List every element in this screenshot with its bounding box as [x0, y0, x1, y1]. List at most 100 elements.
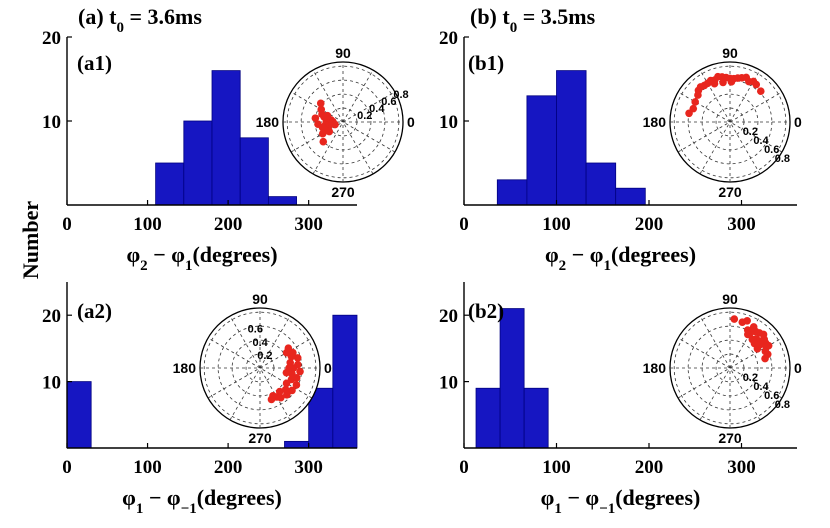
polar-point-a1-16 [311, 114, 320, 122]
polar-point-b1-19 [710, 79, 719, 88]
bar-a1-2 [211, 70, 241, 206]
polar-point-b1-24 [756, 87, 765, 96]
polar-angle-label-b1-1: 180 [643, 114, 667, 130]
polar-angle-label-b2-1: 180 [643, 360, 667, 376]
ytick-label-b2-1: 20 [439, 306, 458, 327]
polar-radial-label-b2-3: 0.8 [775, 399, 790, 411]
panel-label-b1: (b1) [468, 51, 504, 75]
x-axis-label-b2: φ1 − φ−1(degrees) [541, 485, 701, 517]
polar-spoke-a1-120 [312, 69, 374, 175]
x-axis-label-a2: φ1 − φ−1(degrees) [122, 485, 282, 517]
x-axis-label-b1: φ2 − φ1(degrees) [545, 242, 696, 274]
bar-a1-0 [155, 162, 185, 206]
column-title-a1: (a) t0 = 3.6ms [78, 4, 202, 36]
polar-spoke-a1-60 [312, 69, 374, 175]
polar-angle-label-b1-2: 270 [718, 184, 742, 200]
polar-point-a1-17 [316, 99, 325, 108]
polar-point-a2-11 [296, 367, 304, 376]
xtick-label-b2-1: 100 [542, 457, 571, 478]
polar-point-a2-16 [283, 391, 291, 399]
polar-inset-b2: 90 180 270 0 0.20.40.60.8 [643, 291, 802, 446]
bar-a2-3 [332, 314, 358, 449]
polar-angle-label-a1-3: 0 [407, 114, 415, 130]
x-axis-label-a1: φ2 − φ1(degrees) [126, 242, 277, 274]
polar-point-a2-15 [288, 386, 296, 395]
polar-angle-label-b2-3: 0 [794, 360, 802, 376]
polar-angle-label-a2-3: 0 [324, 360, 332, 376]
bar-b1-3 [585, 162, 617, 206]
bar-a2-0 [66, 381, 92, 449]
bar-a1-1 [183, 120, 213, 206]
polar-point-b2-21 [761, 354, 769, 363]
polar-point-a2-6 [282, 379, 291, 388]
polar-angle-label-a1-0: 90 [335, 45, 351, 61]
polar-spoke-b1-60 [699, 69, 761, 175]
polar-point-a2-17 [277, 393, 285, 402]
polar-radial-label-b1-3: 0.8 [775, 153, 790, 165]
xtick-label-a1-1: 100 [133, 214, 162, 235]
polar-point-b1-20 [694, 91, 702, 99]
bar-b2-1 [499, 308, 525, 449]
bar-a1-4 [267, 196, 297, 206]
polar-point-a1-14 [323, 111, 332, 120]
polar-point-b2-23 [753, 344, 762, 353]
polar-angle-label-a2-2: 270 [248, 430, 272, 446]
polar-point-b1-16 [745, 77, 753, 86]
bar-a2-1 [284, 440, 310, 449]
polar-ring-b1-3 [687, 79, 773, 165]
polar-radial-label-a2-1: 0.4 [252, 337, 268, 349]
polar-inset-a2: 90 180 270 0 0.20.40.6 [173, 291, 332, 446]
ytick-label-b1-0: 10 [439, 112, 458, 133]
xtick-label-a1-2: 200 [214, 214, 243, 235]
polar-radial-label-b1-2: 0.6 [764, 144, 779, 156]
polar-radial-label-a1-1: 0.4 [369, 103, 385, 115]
polar-radial-label-b2-0: 0.2 [743, 372, 758, 384]
polar-angle-label-b2-2: 270 [718, 430, 742, 446]
ytick-label-a1-0: 10 [42, 112, 61, 133]
polar-radial-label-b2-1: 0.4 [753, 381, 769, 393]
panel-label-b2: (b2) [468, 299, 504, 323]
polar-point-a2-13 [292, 374, 301, 382]
bar-b1-4 [615, 187, 646, 206]
polar-point-b1-15 [752, 80, 761, 89]
polar-radial-label-b2-2: 0.6 [764, 390, 779, 402]
polar-point-a2-14 [292, 381, 301, 389]
polar-angle-label-a1-2: 270 [331, 184, 355, 200]
polar-point-a1-11 [325, 127, 334, 136]
polar-point-a2-10 [294, 360, 302, 369]
bar-a2-2 [308, 387, 334, 449]
polar-point-a1-9 [317, 105, 326, 114]
polar-spoke-b2-150 [677, 337, 783, 399]
polar-angle-label-a1-1: 180 [256, 114, 280, 130]
polar-point-b1-17 [727, 78, 736, 86]
polar-point-a2-23 [284, 344, 293, 352]
bar-b1-2 [556, 70, 587, 206]
polar-point-a1-15 [318, 129, 327, 138]
bar-b1-0 [496, 179, 528, 206]
polar-radial-label-a2-2: 0.6 [248, 324, 263, 336]
xtick-label-a2-0: 0 [62, 457, 72, 478]
polar-radial-label-b1-1: 0.4 [753, 135, 769, 147]
bar-b1-1 [526, 95, 557, 206]
bar-b2-2 [523, 387, 549, 449]
bar-b2-0 [475, 387, 501, 449]
xtick-label-a2-1: 100 [133, 457, 162, 478]
polar-radial-label-a1-0: 0.2 [357, 110, 372, 122]
polar-spoke-a1-150 [290, 91, 396, 153]
xtick-label-b1-1: 100 [542, 214, 571, 235]
polar-ring-b2-3 [687, 325, 773, 411]
polar-angle-label-b2-0: 90 [722, 291, 738, 307]
polar-point-b2-19 [764, 341, 773, 350]
column-title-b1: (b) t0 = 3.5ms [470, 4, 596, 36]
ytick-label-a1-1: 20 [42, 28, 61, 49]
polar-point-b2-17 [744, 330, 752, 339]
y-axis-label-number: Number [18, 201, 43, 279]
polar-spoke-b1-120 [699, 69, 761, 175]
polar-point-a2-22 [267, 395, 276, 404]
panel-label-a1: (a1) [77, 51, 112, 75]
polar-point-a2-12 [293, 354, 302, 362]
polar-radial-label-a1-2: 0.6 [381, 96, 396, 108]
